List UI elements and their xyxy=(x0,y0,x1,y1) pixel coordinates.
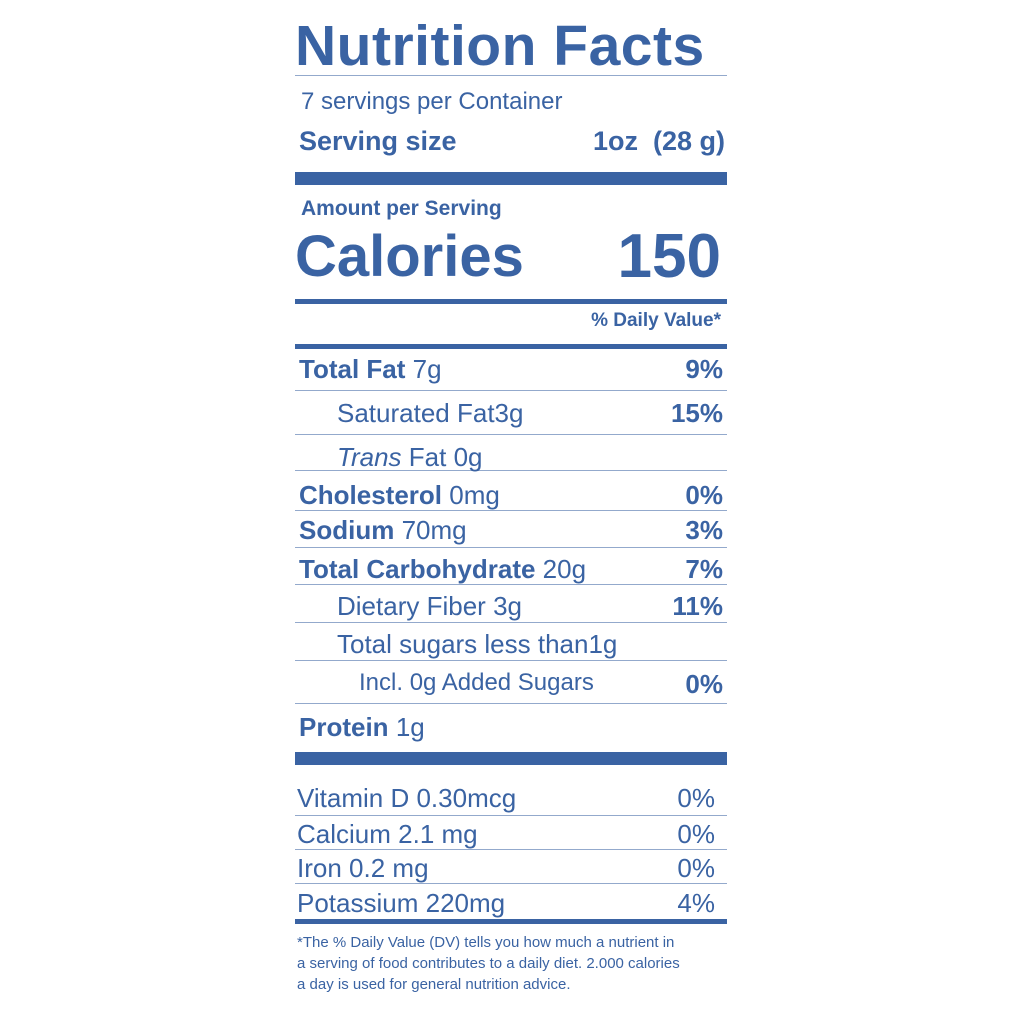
nutrient-row-trans-fat: Trans Fat 0g xyxy=(295,440,727,474)
nutrient-row-dietary-fiber: Dietary Fiber 3g 11% xyxy=(295,589,727,623)
servings-per-container: 7 servings per Container xyxy=(301,88,563,115)
nutrient-amount: 20g xyxy=(542,554,587,584)
label-title: Nutrition Facts xyxy=(295,14,705,78)
divider xyxy=(295,584,727,585)
footnote: *The % Daily Value (DV) tells you how mu… xyxy=(297,932,729,995)
divider xyxy=(295,849,727,850)
nutrient-name: Fat xyxy=(408,442,447,472)
nutrient-name: Dietary Fiber xyxy=(337,591,486,621)
footnote-line: *The % Daily Value (DV) tells you how mu… xyxy=(297,934,675,951)
nutrient-dv: 0% xyxy=(685,480,723,510)
daily-value-header: % Daily Value* xyxy=(591,310,721,331)
micronutrient-amount: 2.1 mg xyxy=(398,819,478,849)
amount-per-serving: Amount per Serving xyxy=(301,197,502,220)
divider xyxy=(295,547,727,548)
micronutrient-name: Potassium xyxy=(297,888,419,918)
micronutrient-dv: 4% xyxy=(677,888,715,918)
micronutrient-dv: 0% xyxy=(677,853,715,883)
micronutrient-dv: 0% xyxy=(677,783,715,813)
nutrient-suffix: Added Sugars xyxy=(441,669,594,696)
divider xyxy=(295,510,727,511)
nutrient-dv: 3% xyxy=(685,515,723,545)
nutrient-name: Sodium xyxy=(299,515,395,545)
calories-label: Calories xyxy=(295,224,524,289)
nutrient-name: Total Fat xyxy=(299,354,406,384)
nutrient-name: Cholesterol xyxy=(299,480,443,510)
nutrient-row-sodium: Sodium 70mg 3% xyxy=(295,513,727,547)
footnote-line: a day is used for general nutrition advi… xyxy=(297,976,571,993)
micronutrient-amount: 0.2 mg xyxy=(349,853,429,883)
divider xyxy=(295,703,727,704)
nutrient-name: Total sugars less than xyxy=(337,629,589,659)
thick-divider xyxy=(295,752,727,765)
nutrition-facts-label: Nutrition Facts 7 servings per Container… xyxy=(295,0,727,1024)
micronutrient-row-vitamin-d: Vitamin D 0.30mcg 0% xyxy=(295,781,727,815)
nutrient-dv: 7% xyxy=(685,554,723,584)
nutrient-dv: 15% xyxy=(670,398,723,428)
divider xyxy=(295,434,727,435)
nutrient-name: Saturated Fat xyxy=(337,398,495,428)
divider xyxy=(295,390,727,391)
micronutrient-amount: 0.30mcg xyxy=(416,783,517,813)
micronutrient-row-calcium: Calcium 2.1 mg 0% xyxy=(295,817,727,851)
nutrient-row-cholesterol: Cholesterol 0mg 0% xyxy=(295,478,727,512)
divider xyxy=(295,660,727,661)
micronutrient-dv: 0% xyxy=(677,819,715,849)
nutrient-name: Incl. xyxy=(359,669,404,696)
micronutrient-name: Calcium xyxy=(297,819,391,849)
nutrient-dv: 11% xyxy=(672,591,723,621)
nutrient-name: Total Carbohydrate xyxy=(299,554,536,584)
nutrient-amount: 1g xyxy=(588,629,618,659)
nutrient-amount: 1g xyxy=(395,712,425,742)
nutrient-row-total-fat: Total Fat 7g 9% xyxy=(295,352,727,386)
nutrient-row-total-sugars: Total sugars less than1g xyxy=(295,627,727,661)
medium-divider xyxy=(295,919,727,924)
nutrient-amount: 0g xyxy=(453,442,483,472)
thick-divider xyxy=(295,172,727,185)
nutrient-amount: 70mg xyxy=(401,515,467,545)
nutrient-dv: 0% xyxy=(685,669,723,699)
nutrient-name-italic: Trans xyxy=(337,442,402,472)
divider xyxy=(295,470,727,471)
nutrient-dv: 9% xyxy=(685,354,723,384)
micronutrient-row-potassium: Potassium 220mg 4% xyxy=(295,886,727,920)
divider xyxy=(295,883,727,884)
divider xyxy=(295,75,727,76)
micronutrient-name: Vitamin D xyxy=(297,783,410,813)
nutrient-amount: 0mg xyxy=(449,480,500,510)
calories-value: 150 xyxy=(617,222,721,291)
nutrient-row-added-sugars: Incl. 0g Added Sugars 0% xyxy=(295,667,727,701)
footnote-line: a serving of food contributes to a daily… xyxy=(297,955,680,972)
nutrient-name: Protein xyxy=(299,712,389,742)
micronutrient-row-iron: Iron 0.2 mg 0% xyxy=(295,851,727,885)
nutrient-amount: 3g xyxy=(493,591,522,621)
medium-divider xyxy=(295,344,727,349)
nutrient-row-total-carbohydrate: Total Carbohydrate 20g 7% xyxy=(295,552,727,586)
divider xyxy=(295,815,727,816)
nutrient-amount: 3g xyxy=(494,398,524,428)
medium-divider xyxy=(295,299,727,304)
serving-size-value: 1oz (28 g) xyxy=(592,126,725,156)
micronutrient-name: Iron xyxy=(297,853,342,883)
divider xyxy=(295,622,727,623)
nutrient-row-protein: Protein 1g xyxy=(295,710,727,744)
nutrient-amount: 0g xyxy=(409,669,437,696)
serving-size-label: Serving size xyxy=(299,126,457,156)
nutrient-row-saturated-fat: Saturated Fat3g 15% xyxy=(295,396,727,430)
micronutrient-amount: 220mg xyxy=(425,888,506,918)
nutrient-amount: 7g xyxy=(412,354,442,384)
